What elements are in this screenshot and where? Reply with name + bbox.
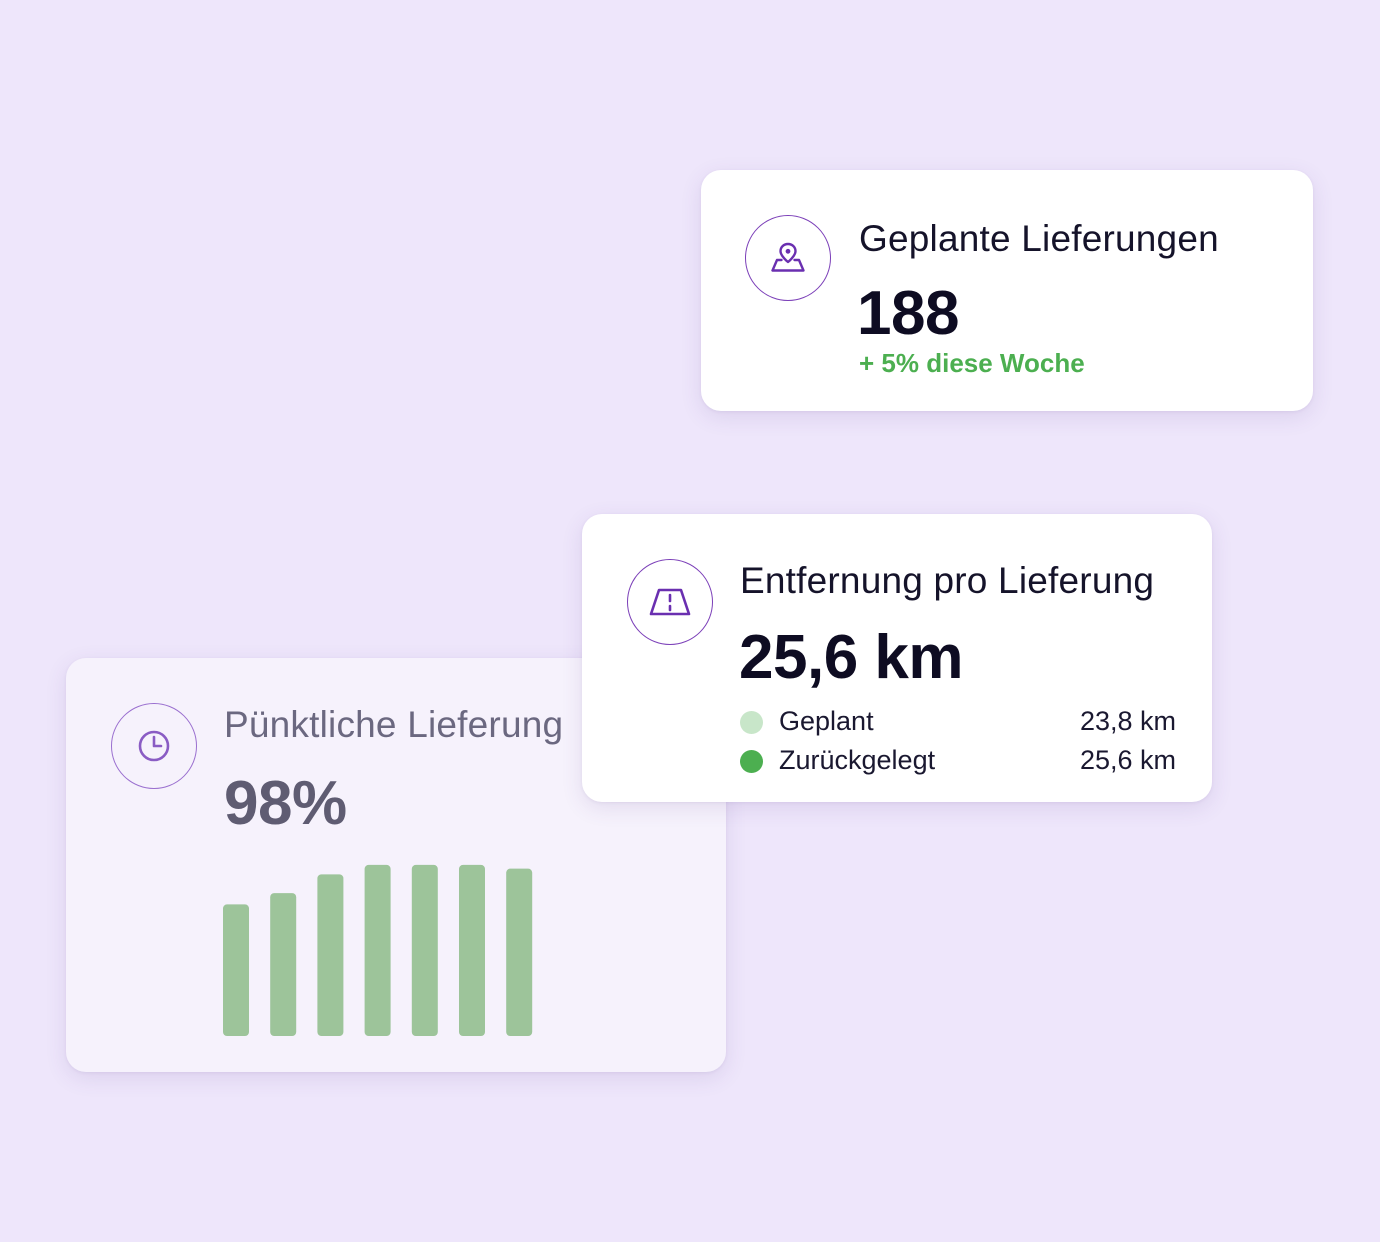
legend-row-traveled: Zurückgelegt 25,6 km [740,745,1176,777]
distance-card: Entfernung pro Lieferung 25,6 km Geplant… [582,514,1212,802]
bar-2 [270,893,297,1036]
ontime-title: Pünktliche Lieferung [224,704,564,745]
bar-5 [411,864,438,1036]
legend-row-planned: Geplant 23,8 km [740,706,1176,738]
legend-value-planned: 23,8 km [1079,706,1176,736]
clock-icon [111,703,197,789]
legend-dot-traveled [740,750,763,773]
planned-deliveries-card: Geplante Lieferungen 188 + 5% diese Woch… [701,170,1313,411]
planned-value: 188 [857,279,959,348]
bar-3 [317,874,344,1036]
road-icon [627,559,713,645]
map-pin-icon [745,215,831,301]
ontime-bar-chart [223,864,533,1036]
ontime-value: 98% [224,769,347,838]
bar-1 [223,904,249,1036]
legend-label-traveled: Zurückgelegt [779,745,936,775]
planned-trend: + 5% diese Woche [859,348,1085,378]
distance-title: Entfernung pro Lieferung [740,560,1155,601]
legend-dot-planned [740,711,763,734]
legend-value-traveled: 25,6 km [1079,745,1176,775]
bar-6 [459,864,485,1036]
legend-label-planned: Geplant [779,706,874,736]
bar-7 [506,868,533,1036]
bar-4 [364,864,391,1036]
distance-value: 25,6 km [739,623,964,692]
planned-title: Geplante Lieferungen [859,218,1219,259]
